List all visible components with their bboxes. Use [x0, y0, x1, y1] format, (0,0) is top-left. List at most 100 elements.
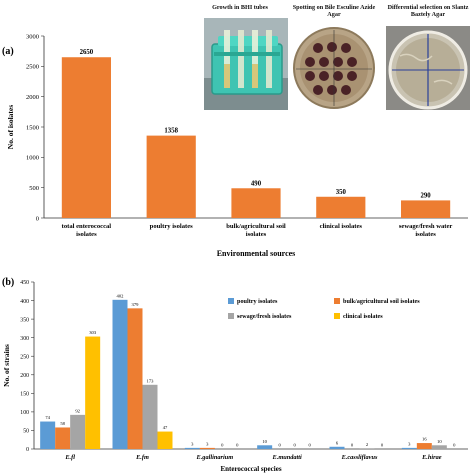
- legend-swatch: [228, 313, 234, 319]
- legend-swatch: [228, 298, 234, 304]
- data-label: 0: [236, 443, 239, 448]
- y-tick-label: 200: [20, 373, 29, 379]
- streaked-dish-image: [386, 26, 470, 110]
- bar: [157, 431, 173, 449]
- panel-b-y-axis-title: No. of strains: [2, 344, 11, 387]
- y-tick-label: 1500: [26, 124, 39, 131]
- y-tick-label: 100: [20, 410, 29, 416]
- panel-b-category-labels: E.fl E.fm E.gallinarium E.mundatti E.casslif…: [64, 454, 441, 461]
- data-label: 1358: [164, 128, 178, 135]
- bar: [401, 447, 417, 449]
- data-label: 6: [336, 440, 339, 445]
- data-label: 0: [309, 443, 312, 448]
- panel-b-y-ticks: 0 50 100 150 200 250 300 350 400 450: [20, 280, 34, 453]
- data-label: 47: [163, 425, 168, 430]
- y-tick-label: 3000: [26, 33, 39, 40]
- y-tick-label: 0: [26, 447, 29, 453]
- bar: [127, 308, 143, 449]
- legend-label: sewage/fresh isolates: [237, 313, 292, 320]
- bar: [142, 384, 158, 449]
- legend-label: clinical isolates: [343, 313, 383, 320]
- category-label: E.fl: [64, 454, 75, 461]
- y-tick-label: 400: [20, 299, 29, 305]
- panel-b-bars: 74 58 92 303 402 379 173 47 3 3 0 0 10 0 0 0 6 0 2 0 3 16 10 0: [40, 293, 456, 449]
- legend-swatch: [334, 313, 340, 319]
- photo-caption-slantz: Differential selection on Slantz Baztely…: [387, 4, 469, 19]
- bar: [431, 445, 447, 449]
- y-tick-label: 500: [29, 185, 39, 192]
- bar: [61, 57, 111, 218]
- data-label: 0: [221, 443, 224, 448]
- category-label: E.gallinarium: [196, 454, 234, 461]
- y-tick-label: 2000: [26, 94, 39, 101]
- data-label: 402: [117, 293, 125, 298]
- bar: [70, 414, 86, 449]
- data-label: 0: [279, 443, 282, 448]
- bar: [257, 445, 273, 449]
- category-label: isolates: [415, 231, 436, 238]
- panel-a-x-axis-title: Environmental sources: [217, 249, 296, 258]
- category-label: bulk/agricultural soil: [226, 223, 286, 230]
- y-tick-label: 50: [23, 429, 29, 435]
- data-label: 16: [422, 437, 427, 442]
- data-label: 173: [147, 378, 155, 383]
- category-label: isolates: [246, 231, 267, 238]
- y-tick-label: 2500: [26, 64, 39, 71]
- legend-swatch: [334, 298, 340, 304]
- bar: [112, 299, 128, 449]
- streaked-dish-photo: [386, 26, 470, 110]
- category-label: total enterococcal: [62, 223, 112, 230]
- panel-a-y-ticks: 0 500 1000 1500 2000 2500 3000: [26, 33, 44, 222]
- data-label: 290: [420, 192, 431, 199]
- data-label: 58: [60, 421, 65, 426]
- bar: [401, 200, 451, 218]
- bar: [329, 446, 345, 449]
- data-label: 74: [45, 415, 50, 420]
- legend-label: bulk/agricultural soil isolates: [343, 298, 420, 305]
- bar: [55, 427, 71, 449]
- panel-a-bars: 2650 1358 490 350 290: [61, 49, 451, 218]
- category-label: E.hirae: [421, 454, 442, 461]
- category-label: isolates: [76, 231, 97, 238]
- data-label: 2650: [80, 49, 94, 56]
- category-label: sewage/fresh water: [399, 223, 453, 230]
- bar: [199, 447, 215, 449]
- panel-a-label: (a): [2, 46, 14, 57]
- category-label: clinical isolates: [320, 223, 363, 230]
- data-label: 3: [408, 441, 411, 446]
- data-label: 379: [132, 302, 140, 307]
- data-label: 490: [251, 180, 262, 187]
- panel-b-legend: poultry isolates bulk/agricultural soil i…: [228, 298, 420, 320]
- y-tick-label: 1000: [26, 155, 39, 162]
- panel-b-x-axis-title: Enterococcal species: [220, 465, 281, 473]
- data-label: 92: [75, 408, 80, 413]
- data-label: 10: [437, 439, 442, 444]
- bar: [316, 196, 366, 218]
- data-label: 350: [336, 189, 347, 196]
- y-tick-label: 300: [20, 336, 29, 342]
- y-tick-label: 250: [20, 354, 29, 360]
- y-tick-label: 0: [36, 215, 39, 222]
- bar: [40, 421, 56, 449]
- photo-caption-bile-esculine: Spotting on Bile Esculine Azide Agar: [292, 4, 376, 19]
- panel-a-y-axis-title: No. of isolates: [6, 105, 15, 149]
- photo-caption-bhi: Growth in BHI tubes: [212, 4, 268, 11]
- legend-label: poultry isolates: [237, 298, 278, 305]
- data-label: 303: [89, 330, 97, 335]
- category-label: E.fm: [135, 454, 149, 461]
- tube-rack-photo: [204, 18, 288, 110]
- panel-b-label: (b): [2, 277, 14, 288]
- data-label: 0: [453, 443, 456, 448]
- bar: [359, 448, 375, 449]
- spotted-dish-photo: [292, 26, 376, 110]
- data-label: 0: [381, 443, 384, 448]
- tube-rack-image: [204, 18, 288, 110]
- bar: [184, 447, 200, 449]
- bar: [146, 135, 196, 218]
- data-label: 3: [206, 441, 209, 446]
- spotted-dish-image: [292, 26, 376, 110]
- data-label: 2: [366, 442, 369, 447]
- panel-a: (a) 0 500 1000 1500 2000 2500 3000 2650 1358 490…: [2, 33, 468, 258]
